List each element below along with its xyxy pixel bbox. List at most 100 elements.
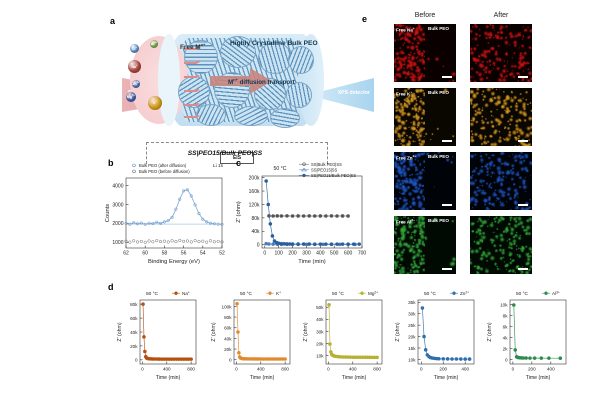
data-point [272, 243, 275, 246]
fit-curve [126, 190, 222, 225]
data-point [424, 348, 427, 351]
data-point [202, 240, 205, 243]
y-axis-label: Counts [105, 204, 111, 222]
map-region-free-ion [394, 24, 425, 82]
scale-bar [518, 204, 528, 206]
eds-map-after [470, 216, 532, 274]
data-point [286, 214, 289, 217]
data-point [302, 214, 305, 217]
x-tick-label: 500 [330, 251, 339, 257]
x-tick-label: 800 [281, 367, 289, 372]
legend-label: SS|PEO15/Bulk PEO|SS [311, 173, 356, 178]
scale-bar [518, 140, 528, 142]
data-point [190, 241, 193, 244]
x-axis-label: Binding Energy (eV) [148, 259, 200, 265]
data-point [437, 357, 440, 360]
y-tick-label: 160k [249, 189, 260, 195]
scale-bar [442, 76, 452, 78]
eds-map-after [470, 24, 532, 82]
data-point [284, 357, 287, 360]
data-point [236, 302, 239, 305]
x-axis-label: Time (min) [298, 259, 326, 265]
data-point [148, 240, 151, 243]
data-point [533, 357, 536, 360]
data-point [324, 243, 327, 246]
temperature-label: 50 °C [273, 166, 286, 172]
data-point [330, 214, 333, 217]
data-point [522, 356, 525, 359]
diffusion-label: Mn+ diffusion transport [228, 77, 295, 86]
x-axis-label: Time (min) [156, 375, 181, 381]
ion-Liplus: Li+ [130, 44, 139, 53]
y-tick-label: 0 [229, 358, 232, 363]
data-point [308, 243, 311, 246]
data-point [559, 357, 562, 360]
panel-d-subplot-Naplus: 0 400 800 0 20k 40k 60k 80k Time (min) Z' (ohm) 50… [114, 286, 202, 386]
map-region-bulk-peo [425, 88, 456, 146]
map-region-uniform [470, 24, 532, 82]
x-tick-label: 52 [219, 251, 225, 257]
ion-legend-label: Mg2+ [368, 290, 378, 296]
ion-impedance-chart: 0 400 800020k40k60k80k100kTime (min)Z' (oh… [208, 286, 296, 386]
data-point [236, 331, 239, 334]
data-point [265, 180, 268, 183]
data-point [267, 203, 270, 206]
data-point [186, 240, 189, 243]
x-tick-label: 100 [274, 251, 283, 257]
map-region-free-ion [394, 152, 425, 210]
data-point [514, 348, 517, 351]
series-line [143, 304, 191, 359]
ion-legend-label: K+ [276, 290, 281, 296]
y-tick-label: 200k [249, 176, 260, 182]
data-point [328, 303, 331, 306]
eds-map-ion-label: Free K+ [396, 90, 412, 97]
y-tick-label: 50k [316, 305, 324, 310]
x-tick-label: 600 [344, 251, 353, 257]
x-tick-label: 800 [373, 367, 381, 372]
data-point [182, 240, 185, 243]
data-point [421, 307, 424, 310]
panel-e-eds-maps: e Before After Free Na+ Bulk PEO Free K+ Bulk… [360, 10, 600, 278]
data-point [269, 222, 272, 225]
eds-map-peo-label: Bulk PEO [428, 26, 449, 31]
y-tick-label: 40k [316, 317, 324, 322]
data-point [336, 243, 339, 246]
x-tick-label: 0 [327, 367, 330, 372]
map-region-bulk-peo [425, 216, 456, 274]
data-point [302, 243, 305, 246]
panel-a-caption: SS|PEO15/Bulk PEO|SS [100, 150, 350, 157]
y-tick-label: 0 [257, 243, 260, 249]
data-point [205, 241, 208, 244]
panel-d-ion-impedance: d 0 400 800 0 20k 40k 60k 80k Time (min) Z' (ohm)… [100, 282, 555, 390]
x-tick-label: 400 [316, 251, 325, 257]
y-tick-label: 25k [408, 323, 416, 328]
data-point [464, 358, 467, 361]
legend-marker [133, 164, 136, 167]
temperature-label: 50 °C [424, 291, 437, 297]
plot-frame [510, 300, 566, 364]
plot-frame [262, 176, 362, 248]
data-point [540, 357, 543, 360]
data-point [442, 357, 445, 360]
x-axis-label: Time (min) [526, 375, 551, 381]
data-point [276, 214, 279, 217]
bulk-peo-label: Highly Crystalline Bulk PEO [230, 40, 318, 47]
data-point [455, 358, 458, 361]
eds-map-ion-label: Free Zn2+ [396, 154, 416, 161]
panel-d-subplot-Mgplus: 0 400 800 10k 20k 30k 40k 50k Time (min) Z' (ohm)… [300, 286, 388, 386]
x-tick-label: 400 [461, 367, 469, 372]
data-point [213, 240, 216, 243]
x-tick-label: 800 [187, 367, 195, 372]
y-tick-label: 15k [408, 346, 416, 351]
data-point [155, 239, 158, 242]
data-point [291, 215, 294, 218]
x-tick-label: 0 [141, 367, 144, 372]
li-1s-annotation: Li 1s [213, 163, 224, 169]
y-tick-label: 8k [503, 313, 509, 318]
data-point [451, 357, 454, 360]
ion-impedance-chart: 0 400 80010k20k30k40k50kTime (min)Z' (ohm)… [300, 286, 388, 386]
temperature-label: 50 °C [332, 291, 345, 297]
y-tick-label: 40k [130, 330, 138, 335]
data-point [446, 357, 449, 360]
data-point [324, 214, 327, 217]
